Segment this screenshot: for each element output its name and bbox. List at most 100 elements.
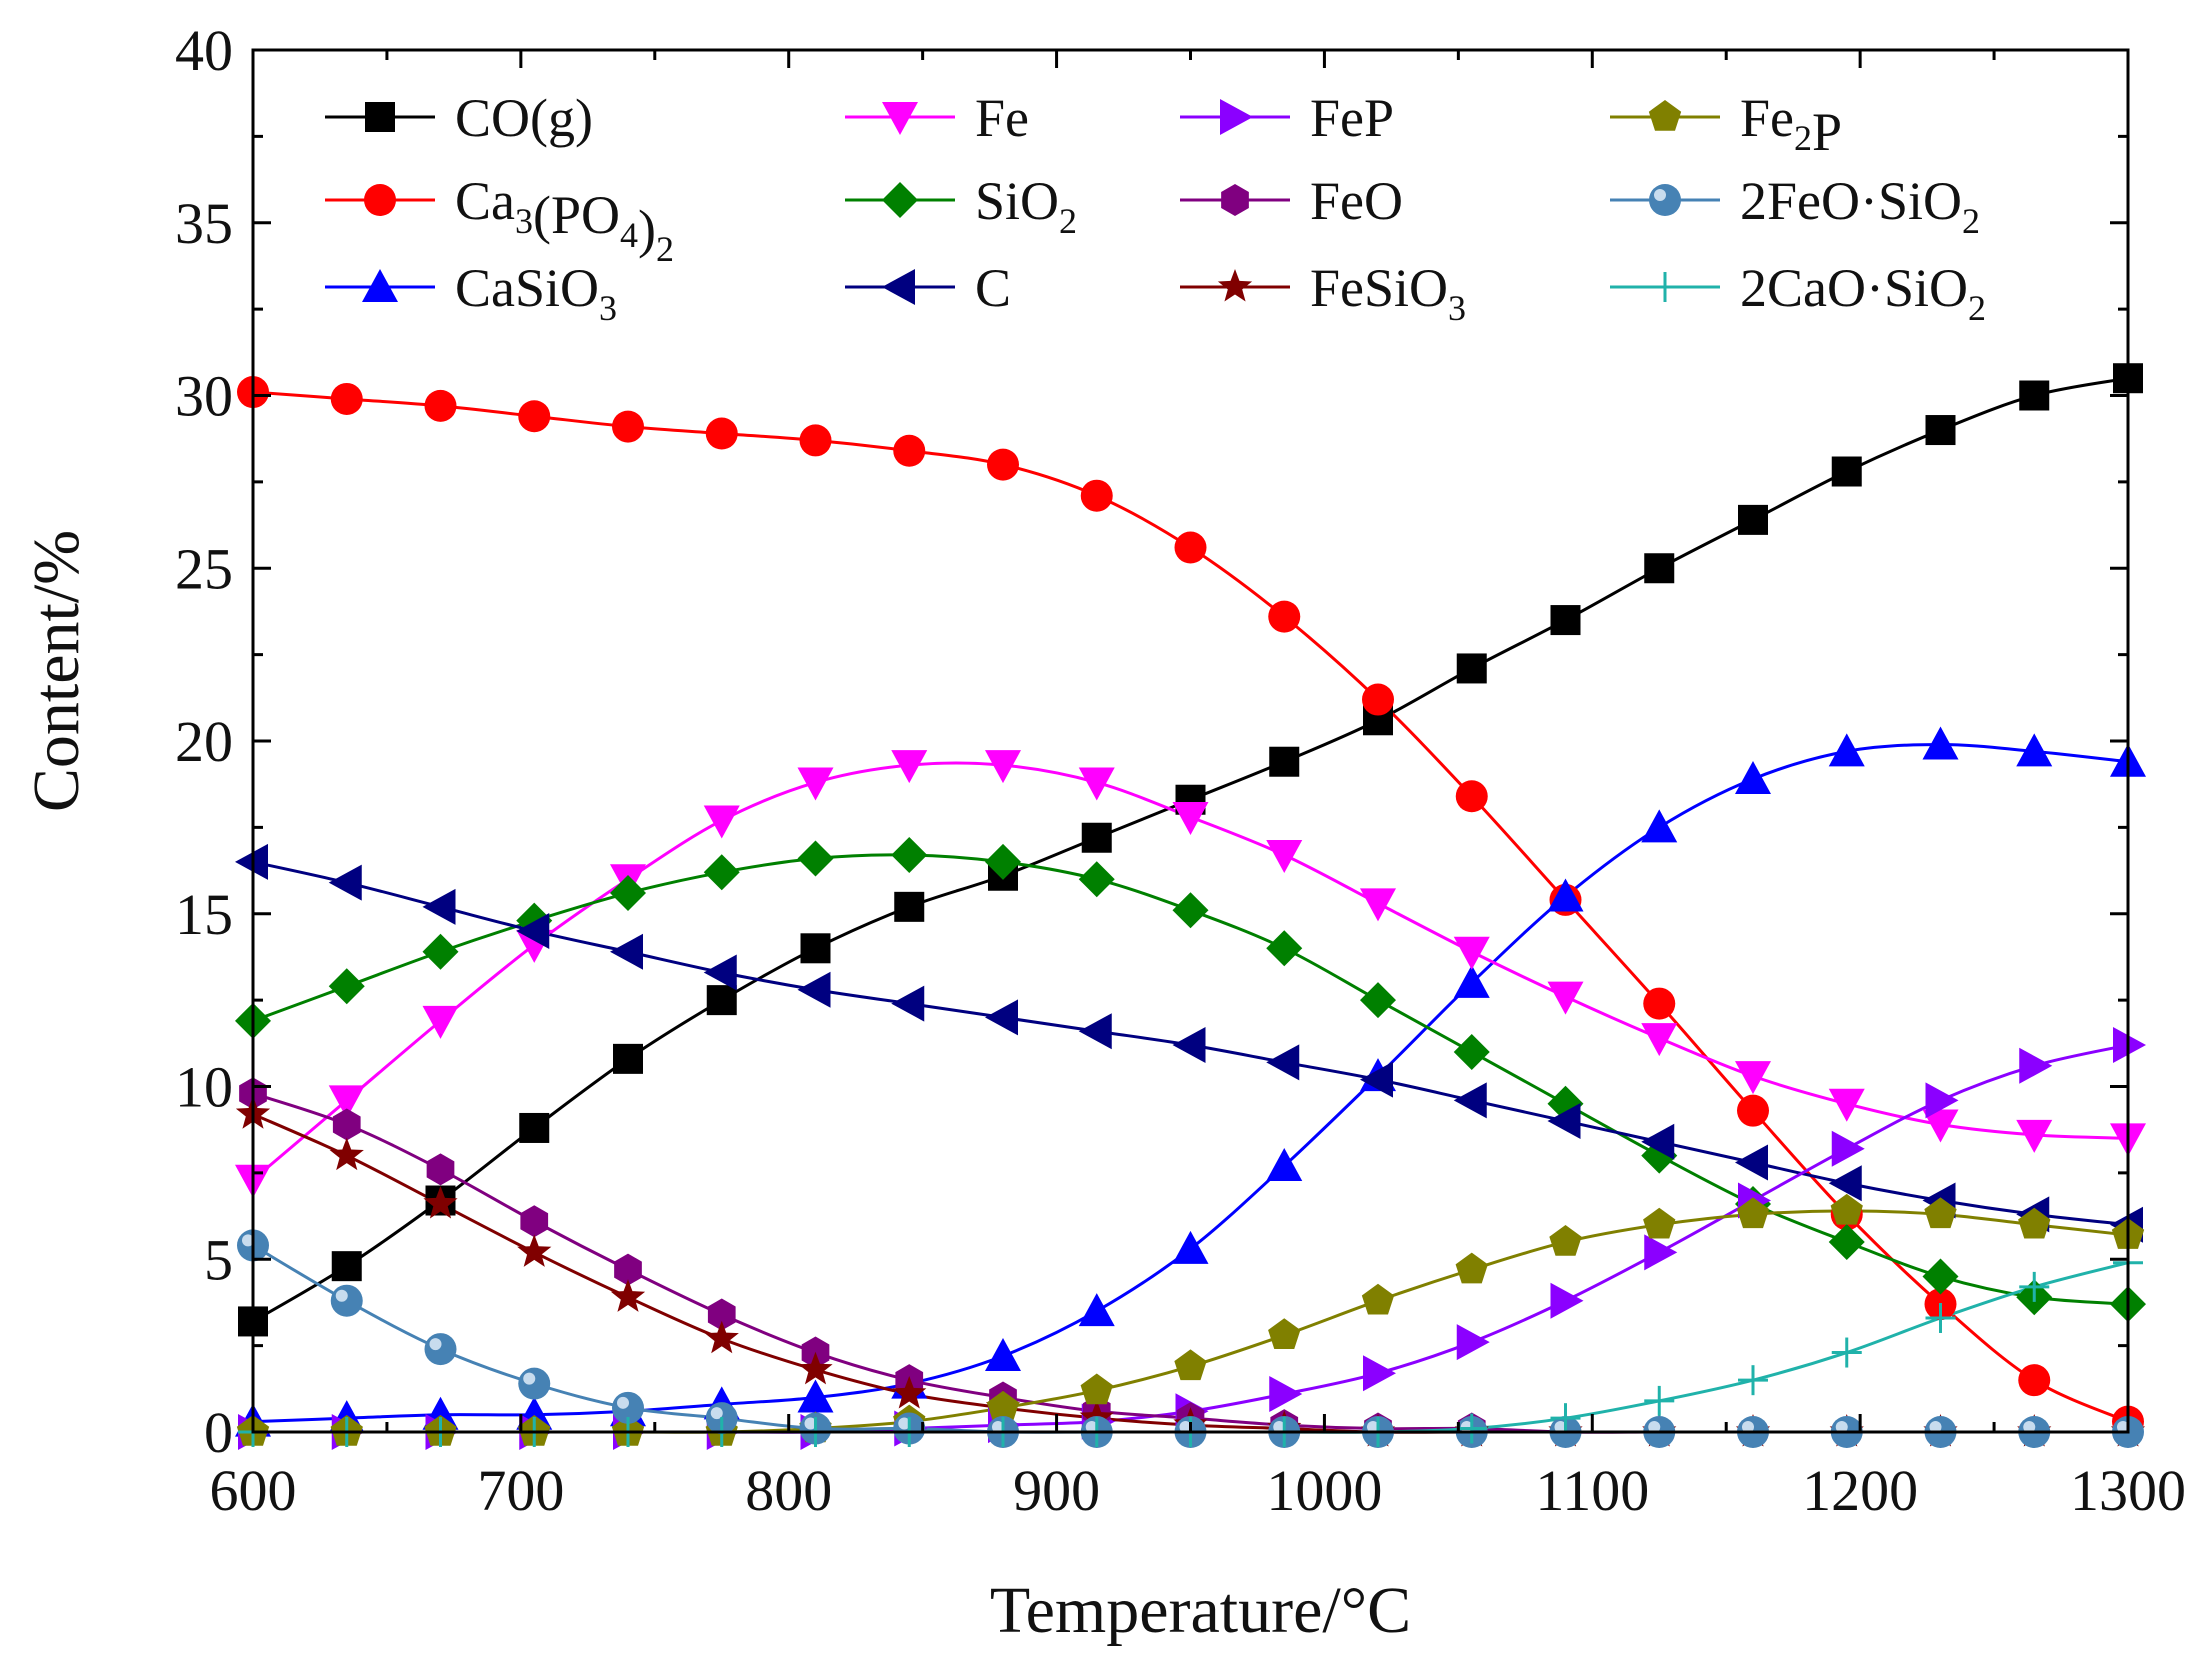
point-s5-8 (985, 999, 1018, 1036)
point-s5-12 (1360, 1061, 1393, 1098)
legend-label-6: FeP (1310, 88, 1394, 148)
point-s9-12 (1361, 1283, 1395, 1315)
point-s3-19 (2016, 1119, 2053, 1153)
y-tick-label-4: 20 (175, 709, 233, 774)
point-s10-4 (612, 1391, 644, 1424)
point-s1-2 (424, 389, 457, 422)
legend-entry-5: C (845, 258, 1011, 318)
x-tick-label-0: 600 (210, 1458, 297, 1523)
point-s0-7 (894, 891, 925, 922)
point-s3-15 (1641, 1023, 1678, 1057)
point-s9-11 (1268, 1318, 1301, 1350)
point-s4-2 (422, 933, 459, 970)
point-s4-1 (328, 968, 365, 1005)
point-s9-14 (1549, 1224, 1582, 1256)
point-s8-7 (892, 1375, 927, 1409)
point-s4-6 (797, 840, 834, 877)
point-s9-10 (1174, 1349, 1207, 1381)
point-s9-9 (1080, 1373, 1113, 1405)
point-s2-15 (1641, 809, 1678, 843)
point-s1-15 (1643, 987, 1676, 1020)
point-s1-13 (1455, 780, 1488, 813)
point-s1-1 (330, 382, 363, 415)
point-s9-18 (1924, 1197, 1957, 1229)
series-line-4 (252, 853, 2129, 1306)
point-s10-2 (424, 1333, 457, 1366)
point-s6-17 (1831, 1130, 1865, 1167)
x-tick-label-5: 1100 (1535, 1458, 1649, 1523)
point-s8-6 (798, 1351, 833, 1385)
point-s9-13 (1455, 1252, 1488, 1284)
point-s4-9 (1078, 861, 1115, 898)
legend-marker-11 (1650, 272, 1680, 302)
point-s5-10 (1172, 1027, 1206, 1064)
point-s3-6 (797, 767, 834, 801)
point-s4-7 (891, 837, 928, 874)
legend-label-2: CaSiO3 (455, 258, 617, 328)
point-s1-16 (1737, 1094, 1769, 1127)
point-s3-5 (703, 805, 740, 839)
point-s7-1 (332, 1108, 361, 1141)
point-s5-2 (422, 888, 456, 925)
legend-label-0: CO(g) (455, 88, 593, 148)
point-s4-4 (610, 875, 646, 912)
point-s4-12 (1360, 982, 1396, 1019)
point-s0-9 (1081, 822, 1112, 853)
legend-label-9: Fe2P (1740, 88, 1842, 162)
point-s6-14 (1550, 1282, 1584, 1319)
point-s9-16 (1736, 1197, 1770, 1229)
point-s5-6 (797, 971, 831, 1008)
legend-label-11: 2CaO·SiO2 (1740, 258, 1986, 328)
point-s5-11 (1266, 1044, 1300, 1081)
point-s2-16 (1735, 761, 1771, 795)
y-axis-title: Content/% (20, 530, 93, 812)
y-tick-label-6: 30 (175, 364, 233, 429)
point-s3-7 (891, 750, 928, 784)
point-s7-4 (614, 1253, 642, 1286)
point-s3-2 (422, 1005, 459, 1039)
point-s0-19 (2019, 380, 2050, 411)
point-s0-6 (800, 933, 831, 964)
point-s3-17 (1828, 1088, 1865, 1122)
x-tick-label-2: 800 (745, 1458, 832, 1523)
point-s11-14 (1550, 1403, 1581, 1434)
point-s2-10 (1172, 1230, 1209, 1264)
point-s2-17 (1828, 733, 1865, 767)
point-s1-9 (1080, 479, 1113, 512)
point-s8-2 (423, 1185, 458, 1219)
point-s0-18 (1925, 415, 1956, 446)
legend-label-10: 2FeO·SiO2 (1740, 171, 1980, 241)
legend-label-5: C (975, 258, 1011, 318)
legend-marker-1 (364, 184, 396, 216)
legend-marker-10 (1649, 184, 1681, 216)
point-s11-13 (1456, 1413, 1487, 1444)
point-s3-13 (1453, 936, 1490, 970)
legend-label-7: FeO (1310, 171, 1403, 231)
point-s5-17 (1828, 1165, 1862, 1202)
legend-entry-11: 2CaO·SiO2 (1610, 258, 1986, 328)
point-s6-19 (2019, 1047, 2053, 1084)
point-s0-11 (1269, 746, 1300, 777)
y-tick-label-0: 0 (204, 1400, 233, 1465)
point-s9-19 (2018, 1207, 2051, 1239)
point-s4-11 (1266, 930, 1303, 967)
point-s0-17 (1831, 456, 1862, 487)
x-axis-title: Temperature/°C (990, 1574, 1411, 1647)
point-s1-11 (1268, 600, 1301, 633)
point-s3-18 (1922, 1109, 1959, 1143)
point-s9-8 (986, 1390, 1020, 1422)
point-s4-18 (1922, 1258, 1959, 1295)
point-s1-12 (1362, 683, 1394, 716)
point-s3-10 (1172, 802, 1209, 836)
legend-entry-10: 2FeO·SiO2 (1610, 171, 1980, 241)
legend-label-1: Ca3(PO4)2 (455, 171, 674, 269)
y-tick-label-5: 25 (175, 536, 233, 601)
legend-marker-2 (362, 269, 398, 302)
legend-marker-5 (882, 269, 915, 305)
point-s8-4 (610, 1279, 646, 1312)
legend-marker-0 (365, 102, 395, 132)
x-tick-label-4: 1000 (1266, 1458, 1382, 1523)
point-s9-15 (1643, 1207, 1676, 1239)
